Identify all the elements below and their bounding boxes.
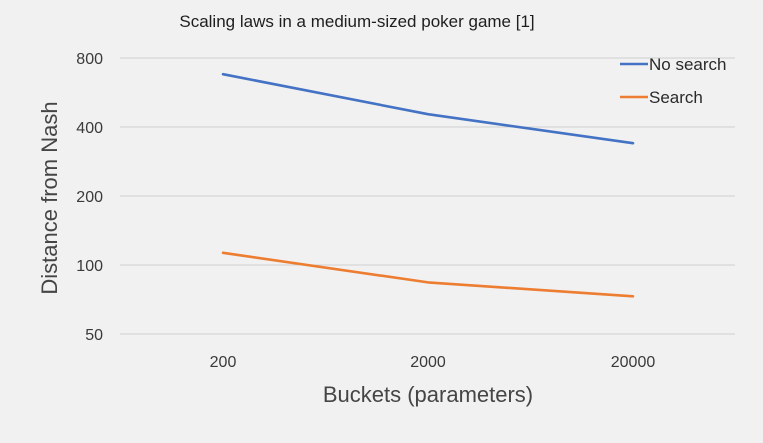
legend-label: Search (649, 88, 703, 107)
chart-title: Scaling laws in a medium-sized poker gam… (179, 12, 534, 31)
x-axis-label: Buckets (parameters) (323, 382, 533, 407)
series-line-search (221, 251, 635, 298)
gridlines (120, 57, 735, 335)
y-tick-label: 100 (76, 258, 103, 275)
y-tick-label: 800 (76, 51, 103, 68)
y-tick-label: 50 (85, 327, 103, 344)
series-line-no-search (221, 72, 635, 145)
x-axis-ticks: 200 2000 20000 (210, 354, 656, 371)
y-tick-label: 200 (76, 189, 103, 206)
series-lines (221, 72, 635, 298)
y-axis-label: Distance from Nash (37, 101, 62, 294)
legend: No search Search (620, 55, 726, 107)
y-axis-ticks: 50 100 200 400 800 (76, 51, 103, 344)
legend-label: No search (649, 55, 726, 74)
x-tick-label: 2000 (410, 354, 446, 371)
x-tick-label: 20000 (611, 354, 656, 371)
x-tick-label: 200 (210, 354, 237, 371)
y-tick-label: 400 (76, 120, 103, 137)
